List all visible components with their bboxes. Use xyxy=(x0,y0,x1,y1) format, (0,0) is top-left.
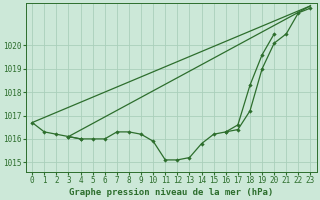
X-axis label: Graphe pression niveau de la mer (hPa): Graphe pression niveau de la mer (hPa) xyxy=(69,188,274,197)
